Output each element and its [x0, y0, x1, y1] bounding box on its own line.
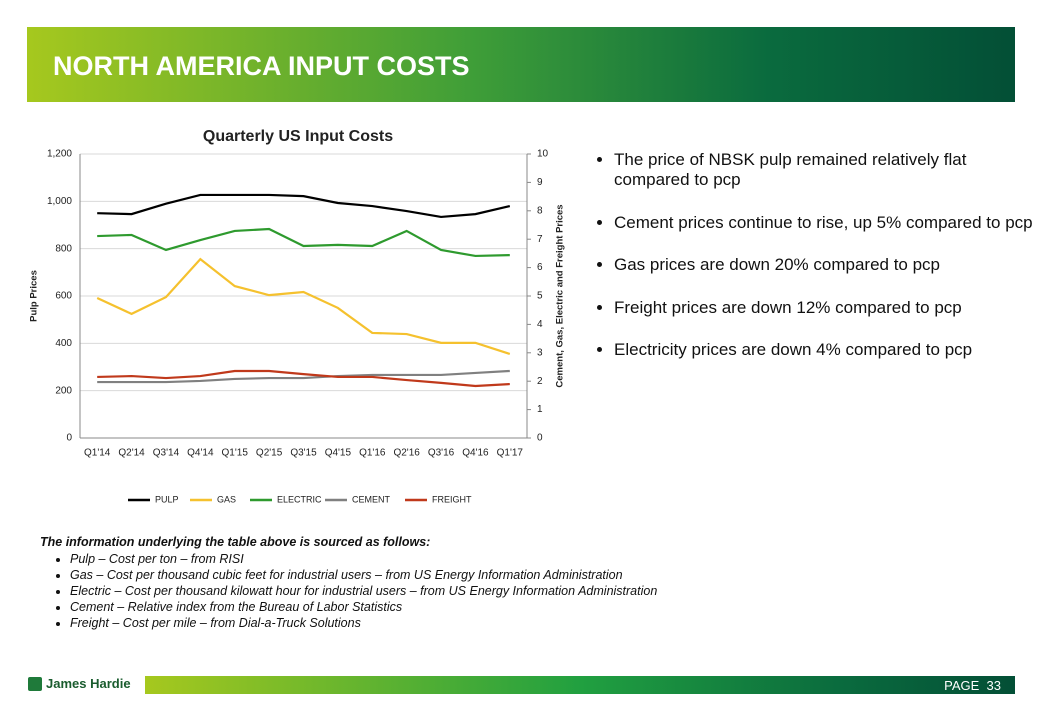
y2-axis-title: Cement, Gas, Electric and Freight Prices [555, 204, 566, 387]
y2-tick-label: 4 [537, 319, 543, 330]
y-tick-label: 400 [55, 338, 72, 349]
note-item: Electric – Cost per thousand kilowatt ho… [70, 583, 657, 599]
y2-tick-label: 1 [537, 404, 543, 415]
page-label: PAGE [944, 678, 980, 693]
chart-title: Quarterly US Input Costs [203, 128, 393, 145]
x-tick-label: Q1'17 [497, 448, 524, 459]
x-tick-label: Q2'15 [256, 448, 283, 459]
y2-tick-label: 8 [537, 205, 543, 216]
note-item: Cement – Relative index from the Bureau … [70, 599, 657, 615]
y2-tick-label: 9 [537, 177, 543, 188]
y2-tick-label: 5 [537, 291, 543, 302]
y-tick-label: 1,000 [47, 196, 72, 207]
legend-label: CEMENT [352, 494, 391, 504]
series-line [97, 193, 511, 219]
x-tick-label: Q3'15 [290, 448, 317, 459]
logo-icon [28, 676, 42, 691]
x-tick-label: Q2'14 [118, 448, 145, 459]
slide-title: NORTH AMERICA INPUT COSTS [53, 51, 470, 81]
bullet: Electricity prices are down 4% compared … [614, 340, 1034, 360]
series-line [97, 227, 510, 258]
x-tick-label: Q1'14 [84, 448, 111, 459]
legend-label: GAS [217, 494, 236, 504]
x-tick-label: Q1'16 [359, 448, 386, 459]
logo-text: James Hardie [46, 676, 131, 691]
note-item: Gas – Cost per thousand cubic feet for i… [70, 567, 657, 583]
x-tick-label: Q2'16 [393, 448, 420, 459]
x-tick-label: Q4'16 [462, 448, 489, 459]
x-tick-label: Q3'14 [153, 448, 180, 459]
header-banner: NORTH AMERICA INPUT COSTS [27, 27, 1015, 102]
y-tick-label: 0 [66, 433, 72, 444]
y-tick-label: 200 [55, 385, 72, 396]
footer-bar: PAGE 33 [145, 676, 1015, 694]
x-tick-label: Q1'15 [222, 448, 249, 459]
y-tick-label: 1,200 [47, 149, 72, 160]
y2-tick-label: 7 [537, 234, 543, 245]
y-tick-label: 800 [55, 243, 72, 254]
bullet: Cement prices continue to rise, up 5% co… [614, 213, 1034, 233]
bullet: Gas prices are down 20% compared to pcp [614, 255, 1034, 275]
page-num: 33 [986, 678, 1001, 693]
x-tick-label: Q3'16 [428, 448, 455, 459]
y2-tick-label: 2 [537, 376, 543, 387]
note-item: Freight – Cost per mile – from Dial-a-Tr… [70, 615, 657, 631]
series-line [97, 369, 510, 384]
x-tick-label: Q4'14 [187, 448, 214, 459]
notes-list: Pulp – Cost per ton – from RISIGas – Cos… [40, 551, 657, 631]
note-item: Pulp – Cost per ton – from RISI [70, 551, 657, 567]
legend-label: PULP [155, 494, 179, 504]
y2-tick-label: 3 [537, 347, 543, 358]
bullet-list: The price of NBSK pulp remained relative… [590, 150, 1034, 382]
legend-label: FREIGHT [432, 494, 472, 504]
series-line [96, 257, 511, 355]
y2-tick-label: 10 [537, 149, 549, 160]
source-notes: The information underlying the table abo… [40, 535, 657, 631]
y-axis-title: Pulp Prices [29, 270, 40, 322]
notes-heading: The information underlying the table abo… [40, 535, 431, 549]
y-tick-label: 600 [55, 291, 72, 302]
y2-tick-label: 0 [537, 433, 543, 444]
logo: James Hardie [28, 676, 131, 691]
page-number: PAGE 33 [944, 678, 1001, 693]
x-tick-label: Q4'15 [325, 448, 352, 459]
bullet: The price of NBSK pulp remained relative… [614, 150, 1034, 191]
legend-label: ELECTRIC [277, 494, 322, 504]
bullet: Freight prices are down 12% compared to … [614, 298, 1034, 318]
y2-tick-label: 6 [537, 262, 543, 273]
series-line [97, 369, 510, 388]
